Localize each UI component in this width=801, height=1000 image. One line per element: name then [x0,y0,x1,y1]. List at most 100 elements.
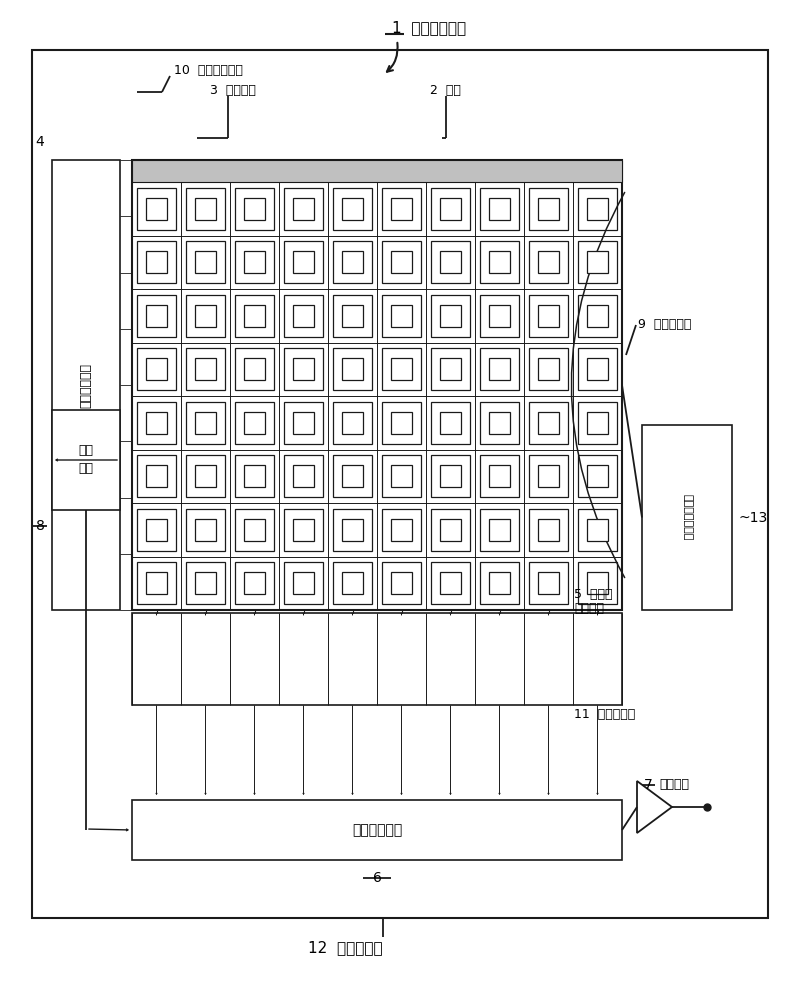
Bar [284,402,323,444]
Bar [284,455,323,497]
Text: ~13: ~13 [738,510,767,524]
Bar [138,188,175,230]
Bar [235,562,274,604]
Bar [538,198,559,220]
Bar [391,251,412,273]
Bar [529,509,568,551]
Bar [195,572,215,594]
Bar [138,241,175,283]
Bar [235,188,274,230]
Text: 2  像素: 2 像素 [430,84,461,97]
Bar [578,295,617,337]
Bar [293,198,314,220]
Bar [382,188,421,230]
Bar [187,562,224,604]
Bar [235,455,274,497]
Bar [489,572,509,594]
Bar [432,188,469,230]
Bar [481,402,518,444]
Bar [642,425,732,610]
Bar [293,412,314,434]
Bar [187,348,224,390]
Bar [481,348,518,390]
Bar [538,519,559,541]
Bar [481,188,518,230]
Bar [481,562,518,604]
Bar [244,465,265,487]
Bar [587,519,608,541]
Bar [333,402,372,444]
Bar [138,402,175,444]
Bar [342,572,363,594]
Bar [235,509,274,551]
Bar [293,465,314,487]
Bar [195,251,215,273]
Bar [441,358,461,380]
Bar [284,295,323,337]
Bar [441,519,461,541]
Bar [293,519,314,541]
Bar [342,358,363,380]
Bar [333,295,372,337]
Bar [195,305,215,327]
Bar [342,198,363,220]
Bar [382,509,421,551]
Bar [432,562,469,604]
Bar [441,412,461,434]
Text: 输入和输出终端: 输入和输出终端 [682,494,692,541]
Bar [587,465,608,487]
Bar [293,251,314,273]
Bar [489,412,509,434]
Bar [587,305,608,327]
Bar [538,465,559,487]
Bar [235,241,274,283]
Text: 控制: 控制 [78,444,94,458]
Bar [578,402,617,444]
Bar [489,465,509,487]
Bar [147,519,167,541]
Bar [391,519,412,541]
Text: 10  像素驱动配线: 10 像素驱动配线 [174,64,243,77]
Bar [441,572,461,594]
Bar [578,509,617,551]
Bar [489,358,509,380]
Bar [284,562,323,604]
Text: 处理电路: 处理电路 [574,602,604,615]
Text: 3  像素阵列: 3 像素阵列 [210,84,256,97]
Bar [489,198,509,220]
Bar [342,305,363,327]
Text: 5  列信号: 5 列信号 [574,588,613,601]
Bar [147,358,167,380]
Bar [195,412,215,434]
Bar [147,465,167,487]
Bar [441,251,461,273]
Bar [244,198,265,220]
Bar [235,295,274,337]
Bar [489,305,509,327]
Text: 1  固态成像装置: 1 固态成像装置 [392,20,466,35]
Bar [391,572,412,594]
Bar [293,305,314,327]
Bar [578,455,617,497]
Bar [333,562,372,604]
Bar [333,188,372,230]
Bar [432,348,469,390]
Bar [147,572,167,594]
Bar [187,188,224,230]
Bar [138,348,175,390]
Bar [32,50,768,918]
Bar [235,348,274,390]
Bar [538,358,559,380]
Bar [441,465,461,487]
Text: 7: 7 [644,778,653,792]
Bar [293,572,314,594]
Text: 6: 6 [372,871,381,885]
Bar [382,348,421,390]
Bar [244,519,265,541]
Bar [342,412,363,434]
Bar [138,455,175,497]
Bar [391,358,412,380]
Bar [529,348,568,390]
Bar [382,241,421,283]
Bar [538,305,559,327]
